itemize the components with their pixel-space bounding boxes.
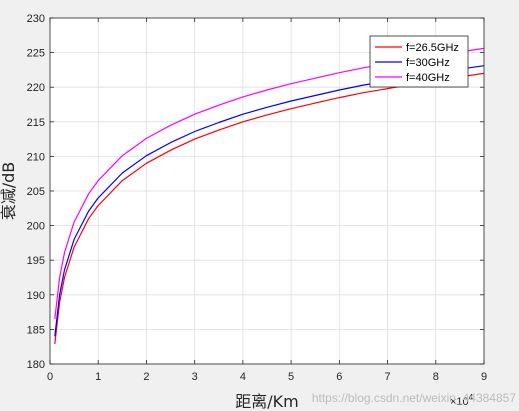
legend-entry[interactable]: f=30GHz <box>406 57 450 69</box>
y-tick-label: 185 <box>27 324 45 336</box>
axis-ticks: 0 1 2 3 4 5 6 7 8 9 180 185 190 195 200 205 210 215 220 225… <box>27 13 487 383</box>
y-tick-label: 205 <box>27 186 45 198</box>
legend-entry[interactable]: f=40GHz <box>406 72 450 84</box>
y-tick-label: 180 <box>27 359 45 371</box>
x-axis-label: 距离/Km <box>235 392 298 411</box>
watermark: https://blog.csdn.net/weixin_44384857 <box>312 391 516 405</box>
x-axis-exponent-base: ×10 <box>450 396 469 408</box>
x-tick-label: 9 <box>481 371 487 383</box>
x-tick-label: 8 <box>433 371 439 383</box>
x-axis-exponent-power: 4 <box>469 393 474 402</box>
legend[interactable]: f=26.5GHz f=30GHz f=40GHz <box>369 35 469 88</box>
y-tick-label: 210 <box>27 151 45 163</box>
y-axis-label: 衰减/dB <box>0 162 18 221</box>
x-tick-label: 7 <box>384 371 390 383</box>
y-tick-label: 215 <box>27 117 45 129</box>
legend-entry[interactable]: f=26.5GHz <box>406 42 459 54</box>
x-tick-label: 3 <box>192 371 198 383</box>
y-tick-label: 195 <box>27 255 45 267</box>
x-tick-label: 6 <box>336 371 342 383</box>
x-tick-label: 5 <box>288 371 294 383</box>
x-tick-label: 0 <box>47 371 53 383</box>
y-tick-label: 200 <box>27 221 45 233</box>
x-tick-label: 1 <box>95 371 101 383</box>
y-tick-label: 190 <box>27 290 45 302</box>
y-tick-label: 225 <box>27 48 45 60</box>
x-tick-label: 4 <box>240 371 246 383</box>
x-axis-exponent: ×104 <box>450 393 474 408</box>
y-tick-label: 230 <box>27 13 45 25</box>
y-tick-label: 220 <box>27 82 45 94</box>
x-tick-label: 2 <box>143 371 149 383</box>
